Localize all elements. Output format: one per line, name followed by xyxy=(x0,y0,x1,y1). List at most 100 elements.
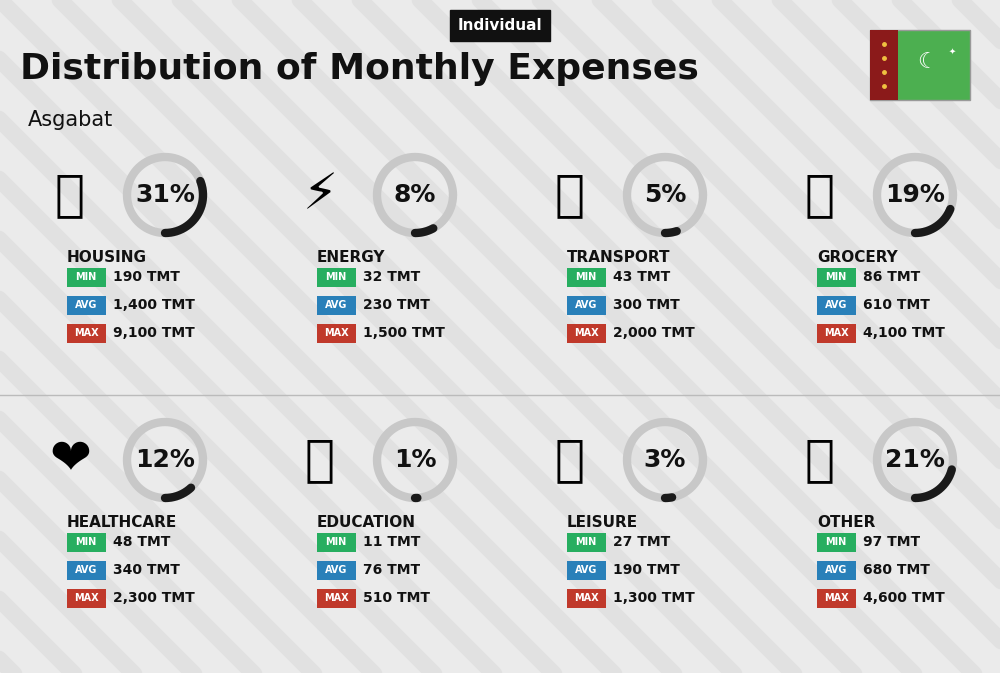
Text: MIN: MIN xyxy=(575,272,597,282)
Text: HOUSING: HOUSING xyxy=(67,250,147,265)
Text: AVG: AVG xyxy=(75,565,97,575)
FancyBboxPatch shape xyxy=(316,324,356,343)
FancyBboxPatch shape xyxy=(66,561,106,579)
Text: MIN: MIN xyxy=(825,272,847,282)
Text: 190 TMT: 190 TMT xyxy=(113,270,180,284)
Text: 🚌: 🚌 xyxy=(555,171,585,219)
Text: MIN: MIN xyxy=(75,272,97,282)
Text: 86 TMT: 86 TMT xyxy=(863,270,920,284)
FancyBboxPatch shape xyxy=(566,267,606,287)
Text: MIN: MIN xyxy=(325,537,347,547)
FancyBboxPatch shape xyxy=(316,267,356,287)
Text: 32 TMT: 32 TMT xyxy=(363,270,420,284)
Text: 21%: 21% xyxy=(885,448,945,472)
FancyBboxPatch shape xyxy=(66,267,106,287)
Text: EDUCATION: EDUCATION xyxy=(317,515,416,530)
FancyBboxPatch shape xyxy=(816,561,856,579)
FancyBboxPatch shape xyxy=(870,30,970,100)
Text: AVG: AVG xyxy=(825,300,847,310)
Text: MIN: MIN xyxy=(825,537,847,547)
FancyBboxPatch shape xyxy=(316,532,356,551)
Text: 43 TMT: 43 TMT xyxy=(613,270,670,284)
Text: ✦: ✦ xyxy=(948,46,956,55)
Text: ❤: ❤ xyxy=(49,436,91,484)
Text: Individual: Individual xyxy=(458,18,542,33)
Text: 300 TMT: 300 TMT xyxy=(613,298,680,312)
Text: 🛍: 🛍 xyxy=(555,436,585,484)
Text: 🎓: 🎓 xyxy=(305,436,335,484)
Text: MAX: MAX xyxy=(74,593,98,603)
Text: 1,400 TMT: 1,400 TMT xyxy=(113,298,195,312)
FancyBboxPatch shape xyxy=(316,561,356,579)
Text: 610 TMT: 610 TMT xyxy=(863,298,930,312)
Text: 19%: 19% xyxy=(885,183,945,207)
Text: OTHER: OTHER xyxy=(817,515,875,530)
Text: 🛒: 🛒 xyxy=(805,171,835,219)
Text: 💰: 💰 xyxy=(805,436,835,484)
Text: AVG: AVG xyxy=(325,300,347,310)
Text: 8%: 8% xyxy=(394,183,436,207)
Text: MAX: MAX xyxy=(324,593,348,603)
Text: MIN: MIN xyxy=(325,272,347,282)
FancyBboxPatch shape xyxy=(316,295,356,314)
FancyBboxPatch shape xyxy=(566,324,606,343)
Text: 48 TMT: 48 TMT xyxy=(113,535,170,549)
Text: 97 TMT: 97 TMT xyxy=(863,535,920,549)
Text: MIN: MIN xyxy=(575,537,597,547)
Text: HEALTHCARE: HEALTHCARE xyxy=(67,515,177,530)
Text: 5%: 5% xyxy=(644,183,686,207)
Text: 27 TMT: 27 TMT xyxy=(613,535,670,549)
Text: MAX: MAX xyxy=(74,328,98,338)
Text: Asgabat: Asgabat xyxy=(28,110,113,130)
Text: ENERGY: ENERGY xyxy=(317,250,386,265)
Text: 1,500 TMT: 1,500 TMT xyxy=(363,326,445,340)
Text: MAX: MAX xyxy=(824,593,848,603)
Text: GROCERY: GROCERY xyxy=(817,250,898,265)
Text: TRANSPORT: TRANSPORT xyxy=(567,250,670,265)
Text: MIN: MIN xyxy=(75,537,97,547)
Text: 11 TMT: 11 TMT xyxy=(363,535,420,549)
Text: 680 TMT: 680 TMT xyxy=(863,563,930,577)
FancyBboxPatch shape xyxy=(870,30,898,100)
FancyBboxPatch shape xyxy=(816,267,856,287)
FancyBboxPatch shape xyxy=(66,532,106,551)
Text: 🏢: 🏢 xyxy=(55,171,85,219)
Text: AVG: AVG xyxy=(575,300,597,310)
FancyBboxPatch shape xyxy=(316,588,356,608)
FancyBboxPatch shape xyxy=(566,532,606,551)
FancyBboxPatch shape xyxy=(66,588,106,608)
Text: 510 TMT: 510 TMT xyxy=(363,591,430,605)
Text: MAX: MAX xyxy=(324,328,348,338)
FancyBboxPatch shape xyxy=(816,532,856,551)
FancyBboxPatch shape xyxy=(566,561,606,579)
Text: AVG: AVG xyxy=(825,565,847,575)
Text: ⚡: ⚡ xyxy=(302,171,338,219)
Text: 230 TMT: 230 TMT xyxy=(363,298,430,312)
FancyBboxPatch shape xyxy=(566,588,606,608)
Text: 190 TMT: 190 TMT xyxy=(613,563,680,577)
Text: AVG: AVG xyxy=(325,565,347,575)
Text: 2,000 TMT: 2,000 TMT xyxy=(613,326,695,340)
Text: 1%: 1% xyxy=(394,448,436,472)
FancyBboxPatch shape xyxy=(816,295,856,314)
Text: AVG: AVG xyxy=(575,565,597,575)
Text: ☾: ☾ xyxy=(917,52,937,71)
FancyBboxPatch shape xyxy=(816,588,856,608)
Text: MAX: MAX xyxy=(574,593,598,603)
FancyBboxPatch shape xyxy=(66,295,106,314)
Text: 76 TMT: 76 TMT xyxy=(363,563,420,577)
Text: 4,100 TMT: 4,100 TMT xyxy=(863,326,945,340)
Text: 9,100 TMT: 9,100 TMT xyxy=(113,326,195,340)
Text: 2,300 TMT: 2,300 TMT xyxy=(113,591,195,605)
Text: Distribution of Monthly Expenses: Distribution of Monthly Expenses xyxy=(20,52,699,86)
FancyBboxPatch shape xyxy=(66,324,106,343)
FancyBboxPatch shape xyxy=(566,295,606,314)
Text: MAX: MAX xyxy=(824,328,848,338)
Text: AVG: AVG xyxy=(75,300,97,310)
Text: 4,600 TMT: 4,600 TMT xyxy=(863,591,945,605)
Text: 340 TMT: 340 TMT xyxy=(113,563,180,577)
Text: MAX: MAX xyxy=(574,328,598,338)
Text: 3%: 3% xyxy=(644,448,686,472)
FancyBboxPatch shape xyxy=(816,324,856,343)
Text: 1,300 TMT: 1,300 TMT xyxy=(613,591,695,605)
